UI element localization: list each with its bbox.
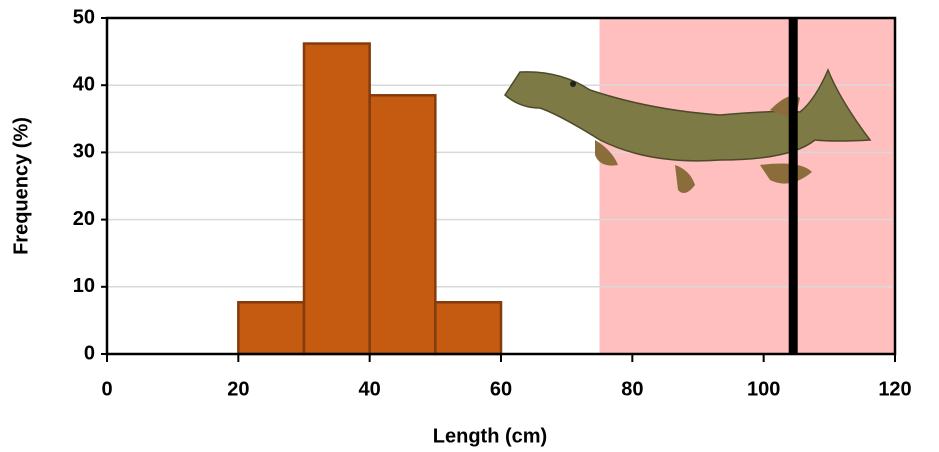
plot-foreground: 0 10 20 30 40 50 0 20 40 60 80 100 120 [73, 6, 912, 400]
x-tick-label: 60 [490, 378, 512, 400]
x-tick-label: 40 [359, 378, 381, 400]
y-tick-label: 20 [73, 208, 95, 230]
y-tick-label: 40 [73, 73, 95, 95]
plot-background [107, 17, 895, 356]
x-axis-label: Length (cm) [433, 425, 547, 447]
fish-body [504, 68, 872, 162]
bar [237, 301, 306, 356]
fish-eye [570, 81, 576, 87]
x-tick-label: 120 [878, 378, 911, 400]
bar [368, 94, 437, 356]
y-tick-label: 0 [84, 342, 95, 364]
x-tick-label: 100 [747, 378, 780, 400]
fish-fin [595, 140, 618, 166]
bar [302, 42, 371, 356]
shaded-region [599, 18, 895, 354]
fish-fin [675, 165, 695, 194]
y-axis-label: Frequency (%) [10, 117, 32, 255]
y-tick-label: 10 [73, 275, 95, 297]
y-tick-label: 50 [73, 6, 95, 28]
fish-fin [760, 163, 812, 184]
bar [434, 301, 503, 356]
x-tick-label: 20 [227, 378, 249, 400]
x-tick-label: 80 [621, 378, 643, 400]
plot-frame [105, 16, 897, 356]
y-tick-label: 30 [73, 141, 95, 163]
x-tick-label: 0 [101, 378, 112, 400]
